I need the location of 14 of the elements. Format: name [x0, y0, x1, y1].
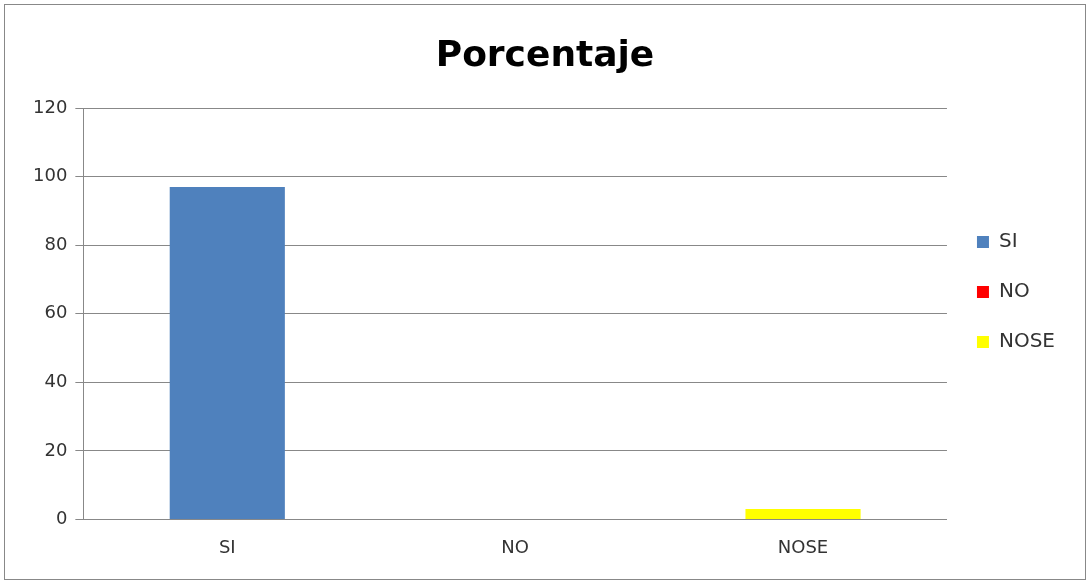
chart-title: Porcentaje	[435, 32, 655, 74]
y-tick-label: 20	[44, 438, 68, 460]
y-tick-label: 120	[33, 95, 68, 117]
x-tick-label: SI	[218, 535, 236, 557]
y-tick-label: 100	[33, 164, 68, 186]
legend-label: NOSE	[998, 328, 1056, 353]
y-tick-label: 80	[44, 232, 68, 254]
legend-label: NO	[998, 278, 1030, 303]
x-tick-label: NOSE	[777, 535, 829, 557]
y-tick-label: 40	[44, 370, 68, 392]
legend-label: SI	[998, 228, 1018, 253]
x-tick-label: NO	[501, 535, 529, 557]
y-tick-label: 0	[55, 507, 68, 529]
y-tick-label: 60	[44, 301, 68, 323]
